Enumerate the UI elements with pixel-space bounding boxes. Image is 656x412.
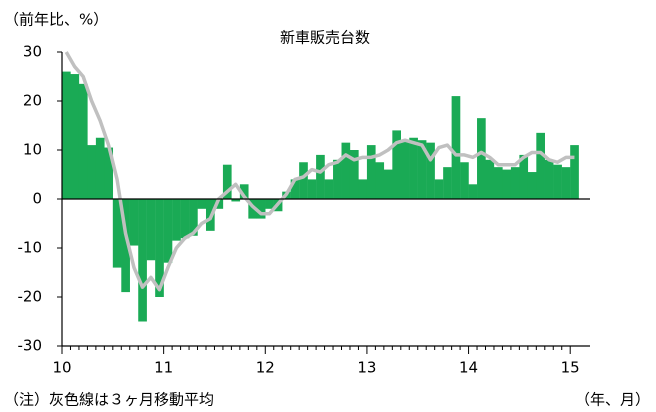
bar (265, 199, 274, 209)
x-tick-label: 10 (52, 359, 71, 377)
bar (104, 147, 114, 199)
note: （注）灰色線は３ヶ月移動平均 (4, 391, 214, 409)
bar (375, 162, 385, 199)
bar (129, 199, 139, 246)
y-tick-label: -10 (18, 239, 43, 257)
bar (231, 199, 241, 202)
bar (358, 179, 368, 199)
bar (366, 145, 376, 199)
bar (189, 199, 198, 236)
bar (95, 137, 105, 199)
bar (451, 96, 461, 199)
bar (62, 71, 71, 199)
bar (383, 169, 393, 199)
bar (477, 118, 486, 199)
bar (392, 130, 401, 199)
moving-average-line (64, 51, 575, 292)
bar (570, 145, 579, 199)
x-tick-label: 14 (459, 359, 478, 377)
bar (121, 199, 130, 293)
bar (536, 132, 545, 199)
bar (493, 167, 503, 199)
bar (78, 83, 88, 199)
bar (485, 159, 495, 199)
bar (70, 74, 80, 199)
bar (324, 179, 334, 199)
bar (341, 142, 351, 199)
bar (443, 167, 452, 199)
bar (519, 154, 529, 199)
bar (468, 184, 478, 199)
bar (138, 199, 147, 322)
bar (146, 199, 156, 261)
x-tick-label: 13 (357, 359, 376, 377)
bar (87, 145, 97, 199)
y-axis-label: （前年比、%） (4, 11, 108, 29)
bar (333, 159, 342, 199)
y-tick-label: 10 (23, 141, 42, 159)
bar (426, 142, 435, 199)
bar (460, 162, 469, 199)
bar (434, 179, 444, 199)
bar (316, 154, 325, 199)
bar (417, 140, 427, 199)
bar (222, 164, 232, 199)
bar (163, 199, 173, 263)
bar (502, 169, 512, 199)
bar (299, 162, 308, 199)
bar (544, 159, 554, 199)
bar (409, 137, 418, 199)
bar (553, 164, 562, 199)
bar (527, 172, 537, 199)
bar (214, 199, 224, 209)
bar (561, 167, 571, 199)
bar (180, 199, 190, 239)
x-tick-label: 15 (561, 359, 580, 377)
y-tick-label: 0 (32, 190, 42, 208)
bar (248, 199, 258, 219)
bar (239, 184, 249, 199)
y-tick-label: 20 (23, 92, 42, 110)
chart-title: 新車販売台数 (280, 29, 370, 47)
bar (172, 199, 181, 241)
x-tick-label: 11 (154, 359, 173, 377)
x-tick-label: 12 (256, 359, 275, 377)
bar (400, 140, 410, 199)
y-tick-label: 30 (23, 43, 42, 61)
bar (290, 179, 300, 199)
bar (307, 179, 317, 199)
bar (112, 199, 122, 268)
bar (510, 167, 520, 199)
bar (349, 150, 359, 199)
bar (155, 199, 164, 297)
y-tick-label: -20 (18, 288, 43, 306)
x-axis-label: （年、月） (575, 391, 650, 409)
bar (197, 199, 207, 209)
y-tick-label: -30 (18, 337, 43, 355)
bar (256, 199, 266, 219)
